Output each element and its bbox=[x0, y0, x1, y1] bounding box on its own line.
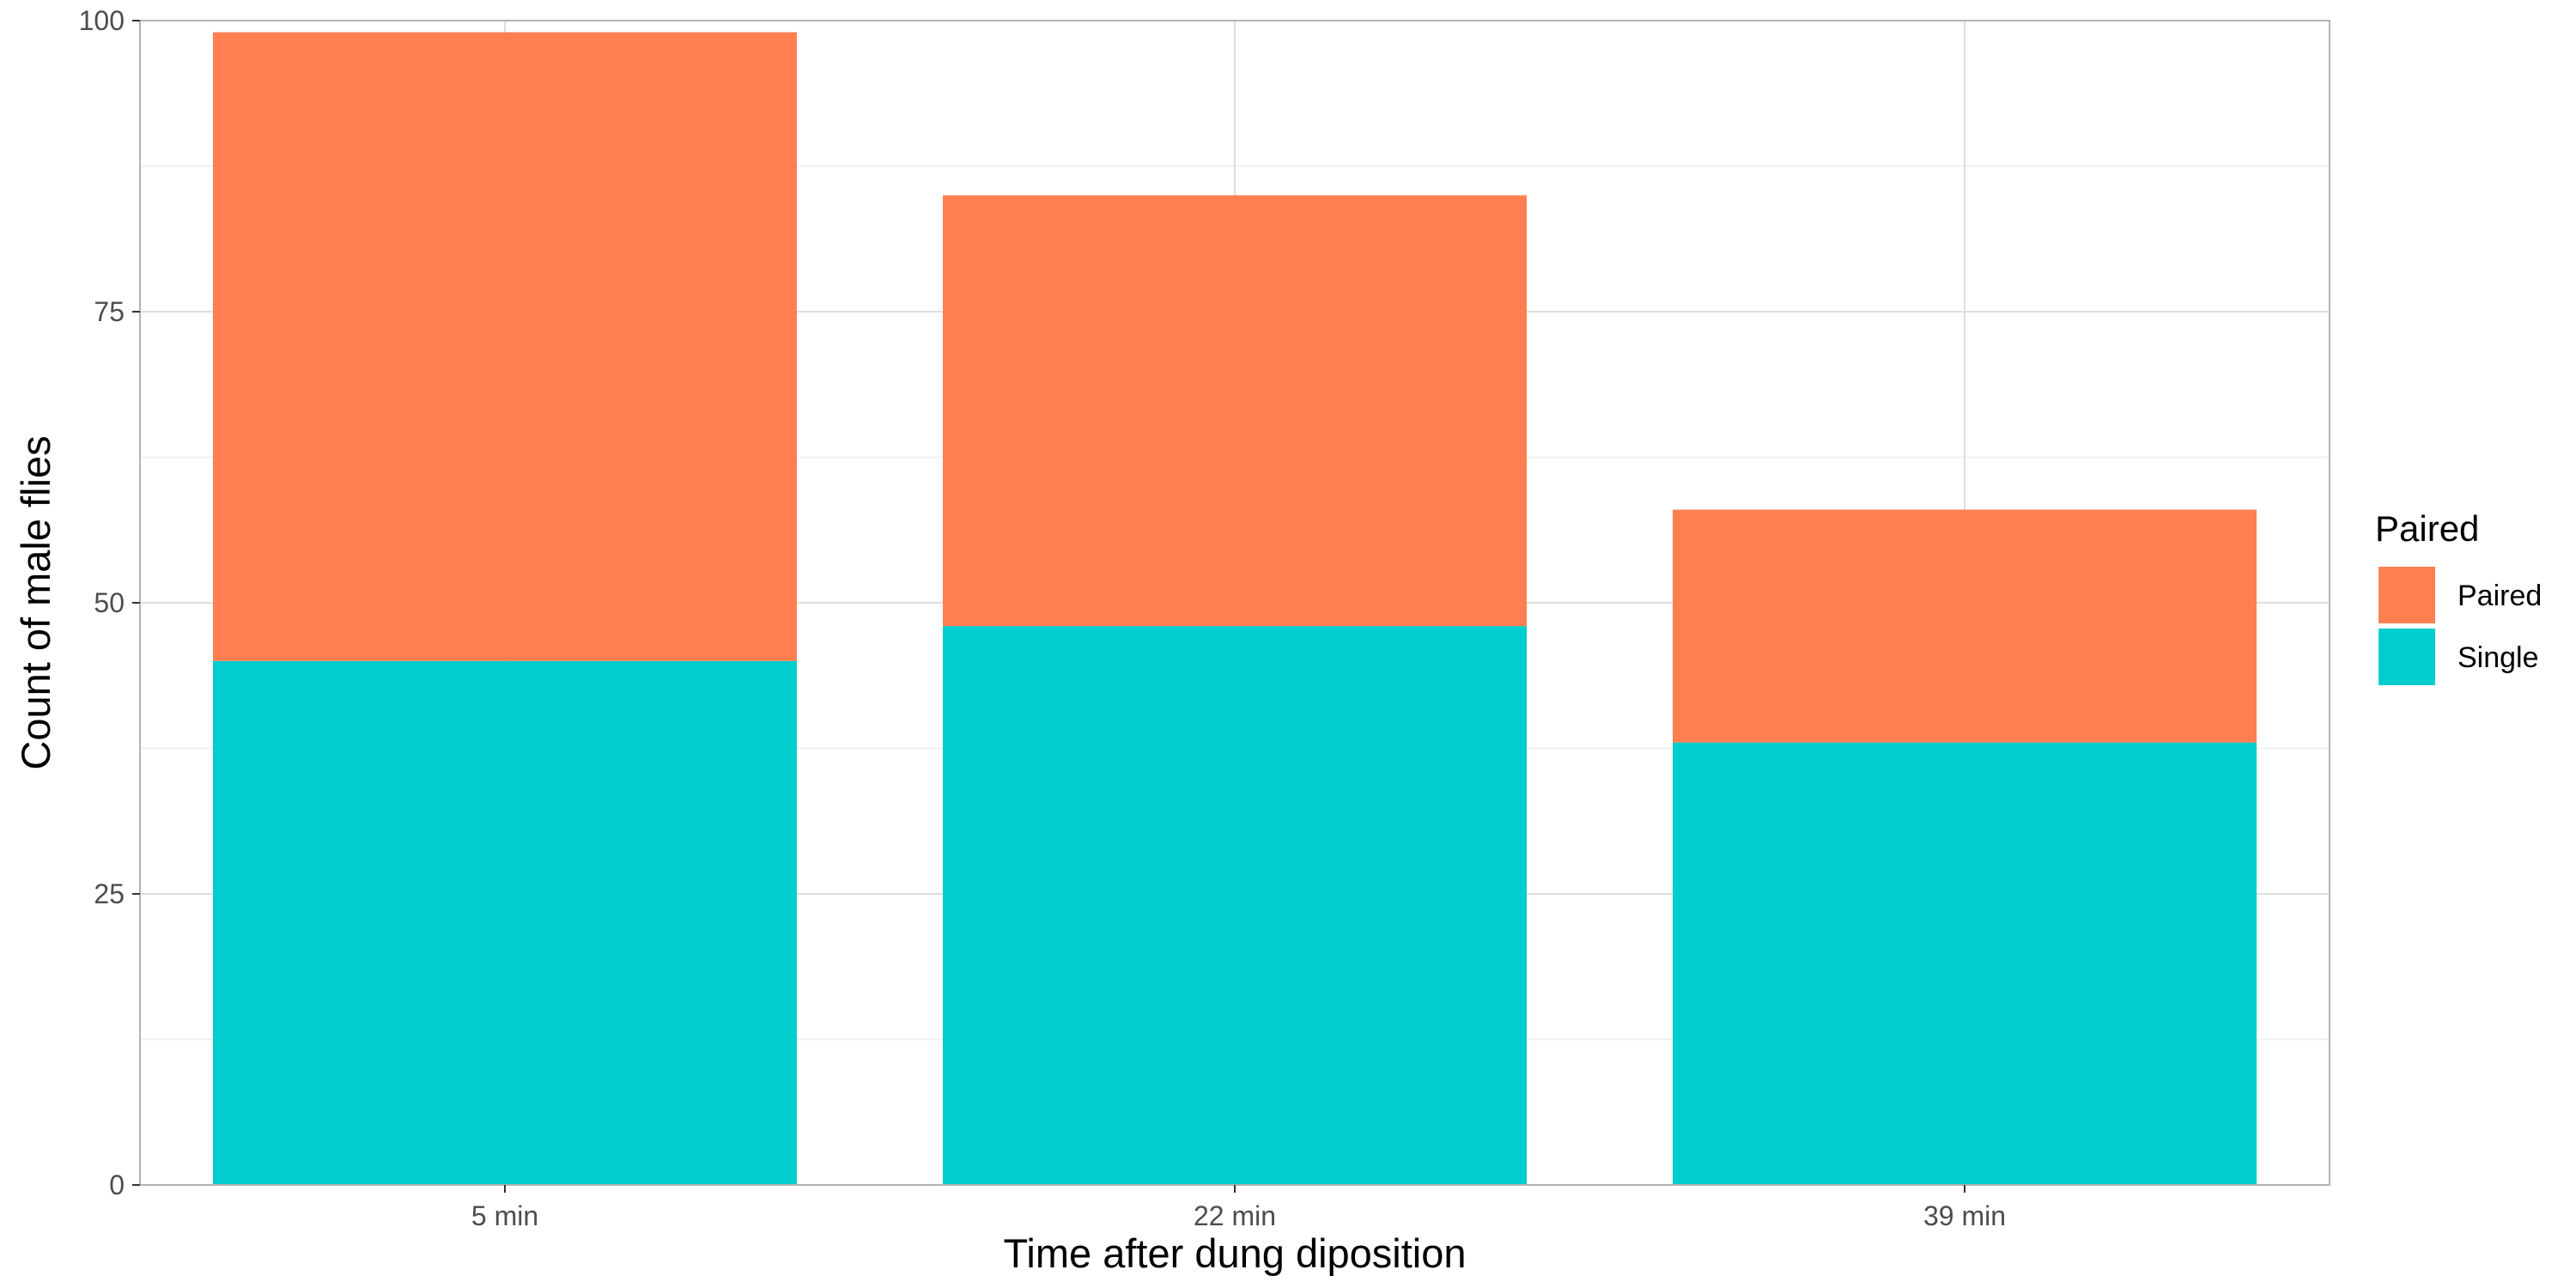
x-axis-title: Time after dung diposition bbox=[1003, 1230, 1466, 1276]
x-axis: 5 min 22 min 39 min bbox=[471, 1185, 2006, 1231]
bar-paired-39-min bbox=[1673, 509, 2257, 743]
legend: Paired Paired Single bbox=[2375, 508, 2542, 685]
legend-title: Paired bbox=[2375, 508, 2479, 549]
bars bbox=[213, 32, 2257, 1185]
x-tick-label: 5 min bbox=[471, 1200, 538, 1231]
y-tick-label: 0 bbox=[109, 1170, 125, 1200]
bar-single-5-min bbox=[213, 660, 797, 1185]
x-tick-label: 39 min bbox=[1923, 1200, 2006, 1231]
y-axis-title: Count of male flies bbox=[13, 435, 58, 769]
bar-paired-22-min bbox=[943, 195, 1527, 627]
bar-paired-5-min bbox=[213, 32, 797, 661]
legend-key-paired bbox=[2379, 567, 2435, 623]
bar-single-22-min bbox=[943, 626, 1527, 1185]
legend-key-single bbox=[2379, 629, 2435, 685]
y-tick-label: 75 bbox=[94, 296, 125, 327]
y-tick-label: 100 bbox=[79, 5, 125, 36]
y-tick-label: 25 bbox=[94, 878, 125, 909]
y-axis: 0 25 50 75 100 bbox=[79, 5, 140, 1200]
bar-single-39-min bbox=[1673, 742, 2257, 1185]
y-tick-label: 50 bbox=[94, 587, 125, 618]
legend-label-single: Single bbox=[2458, 641, 2539, 674]
legend-label-paired: Paired bbox=[2458, 580, 2542, 612]
x-tick-label: 22 min bbox=[1194, 1200, 1276, 1231]
